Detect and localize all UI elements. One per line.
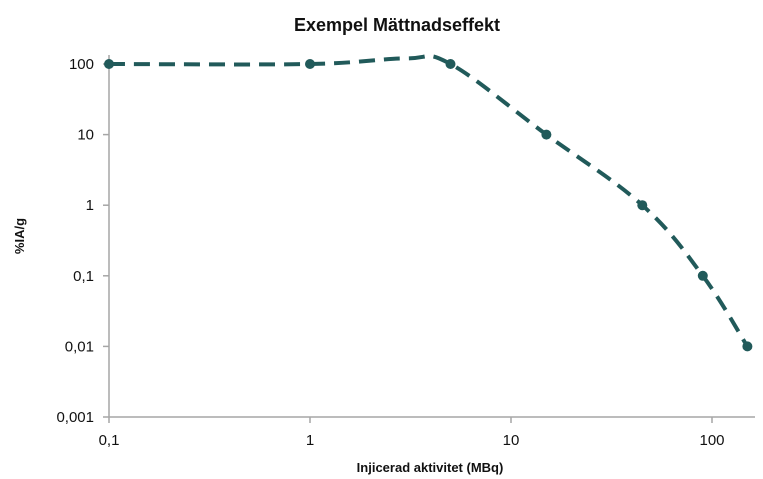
x-tick-label: 10 (503, 432, 520, 449)
data-point (637, 200, 648, 211)
data-point (104, 59, 114, 69)
data-point (305, 59, 315, 69)
y-tick-label: 0,001 (56, 409, 94, 426)
data-point (541, 129, 552, 140)
x-tick-label: 100 (699, 432, 724, 449)
x-tick-labels: 0,1 1 10 100 (99, 417, 725, 449)
data-point (445, 59, 456, 69)
x-tick-label: 0,1 (99, 432, 120, 449)
data-point (697, 270, 708, 281)
y-axis-label: %IA/g (12, 218, 27, 254)
chart-title: Exempel Mättnadseffekt (294, 15, 500, 35)
data-point (742, 341, 753, 352)
y-tick-label: 10 (77, 127, 94, 144)
y-tick-label: 100 (69, 56, 94, 73)
y-tick-label: 1 (86, 197, 94, 214)
x-axis-label: Injicerad aktivitet (MBq) (357, 460, 504, 475)
series-layer (104, 54, 753, 352)
y-tick-labels: 0,001 0,01 0,1 1 10 100 (56, 56, 109, 426)
y-tick-label: 0,1 (73, 268, 94, 285)
y-tick-label: 0,01 (65, 338, 94, 355)
series-line (108, 54, 750, 348)
x-tick-label: 1 (306, 432, 314, 449)
